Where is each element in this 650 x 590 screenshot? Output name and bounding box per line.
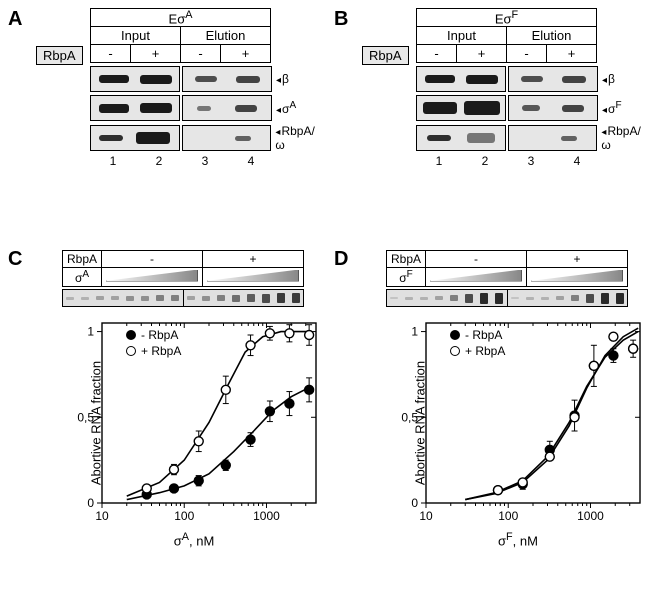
legend-filled-icon xyxy=(126,330,136,340)
svg-text:1000: 1000 xyxy=(577,509,604,523)
legend-plus-c: + RbpA xyxy=(141,343,181,359)
b-m1: - xyxy=(417,45,457,63)
holo-a: EσA xyxy=(91,9,271,27)
legend-minus-c: - RbpA xyxy=(141,327,178,343)
svg-text:0: 0 xyxy=(87,496,94,510)
band-label: RbpA/ω xyxy=(275,124,324,152)
titration-gel-d xyxy=(386,289,628,307)
gradient-icon xyxy=(531,270,623,282)
band-label: β xyxy=(276,72,289,86)
plot-c: 00,51101001000 Abortive RNA fraction σA,… xyxy=(64,315,324,530)
band-label: β xyxy=(602,72,615,86)
grad-d2 xyxy=(527,268,628,287)
elution-a: Elution xyxy=(181,27,271,45)
legend-plus-d: + RbpA xyxy=(465,343,505,359)
panel-c-label: C xyxy=(8,248,22,271)
gradient-icon xyxy=(207,270,299,282)
rbpa-c: RbpA xyxy=(63,251,102,268)
svg-text:1: 1 xyxy=(411,325,418,339)
svg-text:100: 100 xyxy=(498,509,518,523)
a-p1: + xyxy=(131,45,181,63)
d-plus: + xyxy=(527,251,628,268)
lane-numbers-b: 12 34 xyxy=(416,154,600,168)
svg-text:100: 100 xyxy=(174,509,194,523)
a-m1: - xyxy=(91,45,131,63)
gel-row-beta: β xyxy=(416,66,650,92)
panel-d-label: D xyxy=(334,248,348,271)
b-p1: + xyxy=(457,45,507,63)
gel-row-rbpa: RbpA/ω xyxy=(416,124,650,152)
svg-text:1: 1 xyxy=(87,325,94,339)
b-m2: - xyxy=(507,45,547,63)
elution-b: Elution xyxy=(507,27,597,45)
svg-text:1000: 1000 xyxy=(253,509,280,523)
a-m2: - xyxy=(181,45,221,63)
c-plus: + xyxy=(203,251,304,268)
plot-d: 00,51101001000 Abortive RNA fraction σF,… xyxy=(388,315,648,530)
band-label: σF xyxy=(602,100,622,116)
b-p2: + xyxy=(547,45,597,63)
lane-numbers-a: 12 34 xyxy=(90,154,274,168)
panel-c-block: RbpA - + σA 00,51101001000 Abortive RNA … xyxy=(28,250,328,530)
gel-row-sigma: σA xyxy=(90,95,324,121)
panel-d-block: RbpA - + σF 00,51101001000 Abortive RNA … xyxy=(352,250,650,530)
band-label: σA xyxy=(276,100,296,116)
legend-open-icon xyxy=(126,346,136,356)
panel-b-label: B xyxy=(334,8,348,31)
xlabel-c: σA, nM xyxy=(174,531,215,548)
panel-a-gel: EσA Input Elution - + - + β σA RbpA/ω 12 3… xyxy=(44,8,324,168)
sigma-d: σF xyxy=(387,268,426,287)
legend-minus-d: - RbpA xyxy=(465,327,502,343)
grad-c2 xyxy=(203,268,304,287)
input-a: Input xyxy=(91,27,181,45)
legend-open-icon xyxy=(450,346,460,356)
input-b: Input xyxy=(417,27,507,45)
titr-header-d: RbpA - + σF xyxy=(386,250,628,287)
gradient-icon xyxy=(430,270,522,282)
band-label: RbpA/ω xyxy=(601,124,650,152)
panel-b-gel: EσF Input Elution - + - + β σF RbpA/ω 12 3… xyxy=(370,8,650,168)
rbpa-d: RbpA xyxy=(387,251,426,268)
gel-row-sigma: σF xyxy=(416,95,650,121)
xlabel-d: σF, nM xyxy=(498,531,538,548)
gradient-icon xyxy=(106,270,198,282)
panel-a-header: EσA Input Elution - + - + xyxy=(90,8,271,63)
svg-text:10: 10 xyxy=(419,509,433,523)
a-p2: + xyxy=(221,45,271,63)
legend-filled-icon xyxy=(450,330,460,340)
d-minus: - xyxy=(426,251,527,268)
ylabel-c: Abortive RNA fraction xyxy=(89,360,104,484)
svg-text:0: 0 xyxy=(411,496,418,510)
titr-header-c: RbpA - + σA xyxy=(62,250,304,287)
ylabel-d: Abortive RNA fraction xyxy=(413,360,428,484)
grad-c1 xyxy=(102,268,203,287)
panel-b-header: EσF Input Elution - + - + xyxy=(416,8,597,63)
legend-d: - RbpA + RbpA xyxy=(450,327,505,359)
c-minus: - xyxy=(102,251,203,268)
gel-row-rbpa: RbpA/ω xyxy=(90,124,324,152)
holo-b: EσF xyxy=(417,9,597,27)
sigma-c: σA xyxy=(63,268,102,287)
gel-row-beta: β xyxy=(90,66,324,92)
legend-c: - RbpA + RbpA xyxy=(126,327,181,359)
grad-d1 xyxy=(426,268,527,287)
svg-text:10: 10 xyxy=(95,509,109,523)
titration-gel-c xyxy=(62,289,304,307)
panel-a-label: A xyxy=(8,8,22,31)
